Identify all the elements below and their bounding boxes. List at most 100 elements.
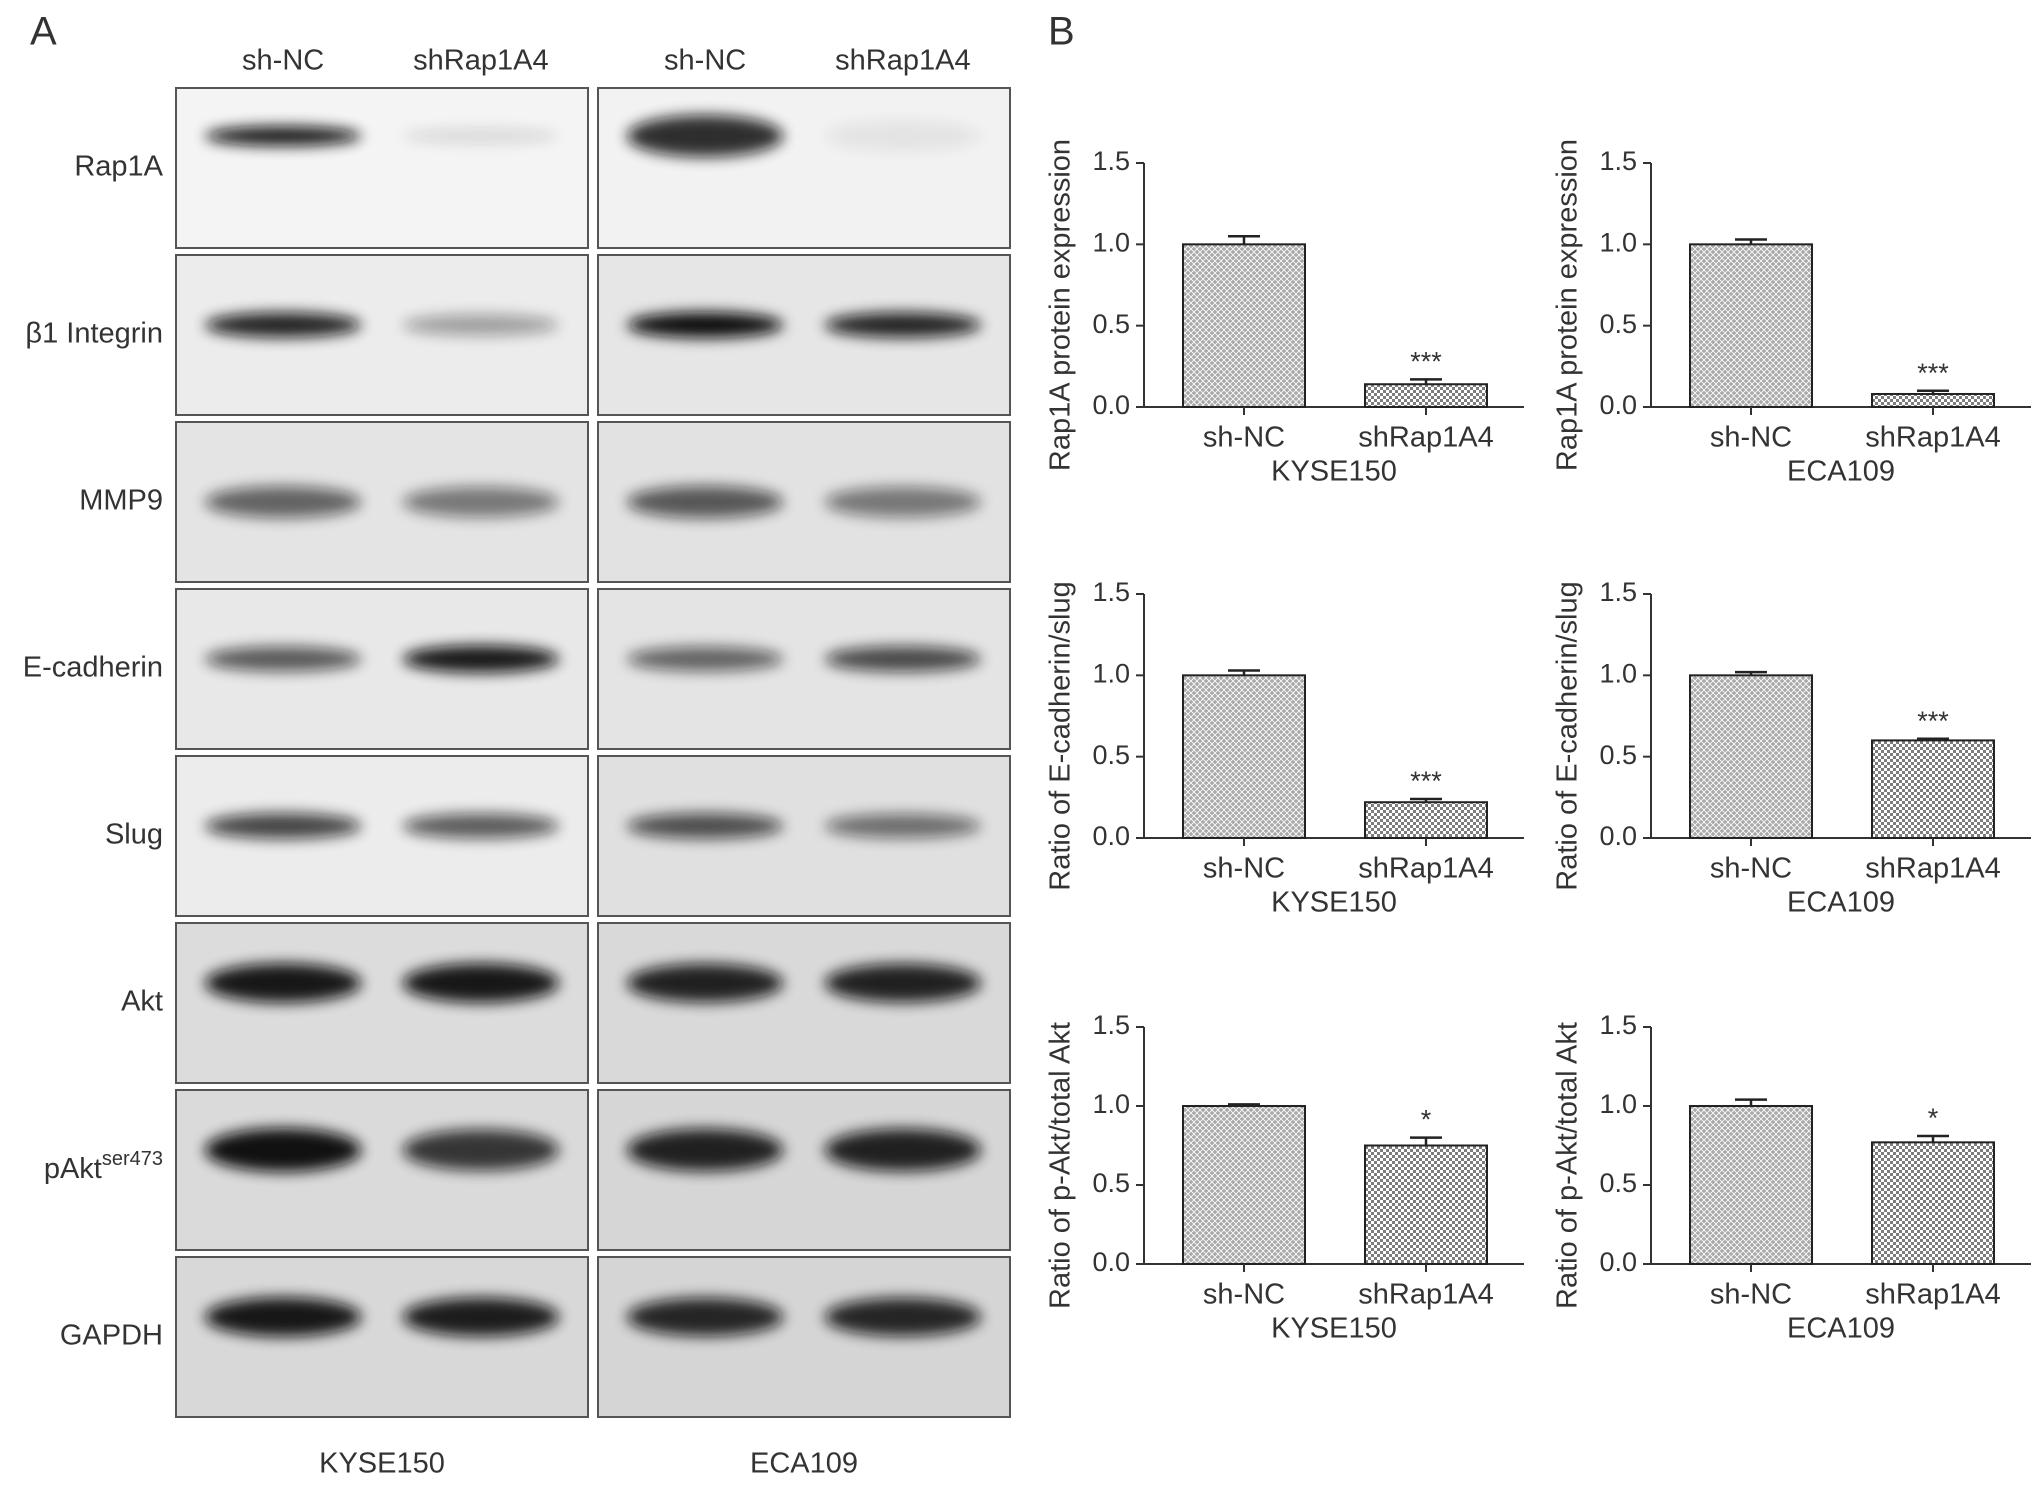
row-label: pAktser473 <box>44 1148 163 1184</box>
x-tick-label: sh-NC <box>1203 422 1285 454</box>
blot-band <box>824 1297 982 1337</box>
y-tick-label: 0.0 <box>1599 1247 1637 1277</box>
blot-band <box>402 813 560 839</box>
y-tick-label: 0.5 <box>1092 740 1130 770</box>
blot-band <box>824 486 982 518</box>
bar <box>1689 243 1813 408</box>
significance-label: *** <box>1917 358 1949 388</box>
x-axis-label: ECA109 <box>1787 1313 1895 1345</box>
y-tick-label: 0.5 <box>1599 309 1637 339</box>
x-tick-label: sh-NC <box>1710 1279 1792 1311</box>
blot-band <box>204 646 362 672</box>
row-label-sup: ser473 <box>102 1148 163 1170</box>
row-label: MMP9 <box>79 485 163 517</box>
x-tick-label: sh-NC <box>1203 853 1285 885</box>
significance-label: * <box>1928 1103 1939 1133</box>
blot-band <box>626 312 784 338</box>
blot-band <box>824 813 982 839</box>
blot-box <box>597 1089 1011 1251</box>
blot-band <box>626 114 784 158</box>
y-tick-label: 1.5 <box>1599 146 1637 176</box>
blot-band <box>402 963 560 1003</box>
bar <box>1182 674 1306 839</box>
significance-label: * <box>1421 1105 1432 1135</box>
x-tick-label: sh-NC <box>1710 853 1792 885</box>
y-tick-label: 1.5 <box>1092 1010 1130 1040</box>
y-axis-label: Rap1A protein expression <box>1045 139 1077 471</box>
blot-box <box>175 1089 589 1251</box>
blot-band <box>626 963 784 1003</box>
y-tick-label: 0.5 <box>1599 740 1637 770</box>
lane-label: sh-NC <box>664 45 746 77</box>
bar <box>1689 1105 1813 1265</box>
x-tick-label: sh-NC <box>1710 422 1792 454</box>
significance-label: *** <box>1410 346 1442 376</box>
y-axis-label: Ratio of p-Akt/total Akt <box>1045 1022 1077 1309</box>
blot-band <box>626 1297 784 1337</box>
y-tick-label: 1.5 <box>1599 577 1637 607</box>
y-tick-label: 0.0 <box>1092 390 1130 420</box>
lane-label: shRap1A4 <box>835 45 970 77</box>
x-tick-label: shRap1A4 <box>1865 853 2000 885</box>
blot-band <box>824 120 982 152</box>
y-tick-label: 1.5 <box>1092 577 1130 607</box>
x-tick-label: shRap1A4 <box>1358 1279 1493 1311</box>
blot-band <box>402 314 560 336</box>
blot-box <box>175 1256 589 1418</box>
y-axis-label: Ratio of E-cadherin/slug <box>1045 581 1077 891</box>
blot-band <box>824 1128 982 1172</box>
blot-band <box>402 645 560 673</box>
row-label: GAPDH <box>60 1320 163 1352</box>
bar <box>1182 1105 1306 1265</box>
bar <box>1182 243 1306 408</box>
blot-band <box>402 486 560 518</box>
blot-box <box>597 922 1011 1084</box>
x-tick-label: shRap1A4 <box>1358 853 1493 885</box>
row-label: E-cadherin <box>23 652 163 684</box>
blot-box <box>597 1256 1011 1418</box>
blot-band <box>204 126 362 146</box>
significance-label: *** <box>1410 766 1442 796</box>
bar <box>1871 739 1995 840</box>
blot-band <box>204 1128 362 1172</box>
y-tick-label: 1.0 <box>1092 227 1130 257</box>
panel-label: B <box>1048 10 1075 54</box>
blot-band <box>824 646 982 672</box>
blot-band <box>626 485 784 519</box>
y-tick-label: 0.0 <box>1599 821 1637 851</box>
y-tick-label: 1.0 <box>1092 1089 1130 1119</box>
y-tick-label: 0.0 <box>1092 1247 1130 1277</box>
blot-band <box>204 312 362 338</box>
row-label: β1 Integrin <box>25 318 163 350</box>
blot-band <box>626 813 784 839</box>
x-tick-label: shRap1A4 <box>1865 1279 2000 1311</box>
lane-label: sh-NC <box>242 45 324 77</box>
row-label: Akt <box>121 986 163 1018</box>
blot-band <box>402 128 560 144</box>
blot-band <box>402 1297 560 1337</box>
blot-band <box>204 486 362 518</box>
blot-band <box>402 1129 560 1171</box>
y-tick-label: 0.0 <box>1092 821 1130 851</box>
blot-band <box>824 963 982 1003</box>
bar <box>1364 383 1488 408</box>
bar <box>1689 674 1813 839</box>
y-tick-label: 0.5 <box>1599 1168 1637 1198</box>
y-tick-label: 1.5 <box>1092 146 1130 176</box>
x-axis-label: KYSE150 <box>1271 887 1397 919</box>
bar <box>1871 392 1995 408</box>
y-tick-label: 1.0 <box>1599 658 1637 688</box>
blot-band <box>204 963 362 1003</box>
x-axis-label: ECA109 <box>1787 887 1895 919</box>
panel-label: A <box>30 10 57 54</box>
y-tick-label: 1.0 <box>1599 1089 1637 1119</box>
bar <box>1364 1144 1488 1265</box>
row-label-main: pAkt <box>44 1153 102 1185</box>
blot-box <box>597 87 1011 249</box>
bar <box>1364 801 1488 839</box>
y-tick-label: 0.0 <box>1599 390 1637 420</box>
bar <box>1871 1141 1995 1265</box>
row-label: Rap1A <box>74 151 163 183</box>
x-axis-label: KYSE150 <box>1271 456 1397 488</box>
